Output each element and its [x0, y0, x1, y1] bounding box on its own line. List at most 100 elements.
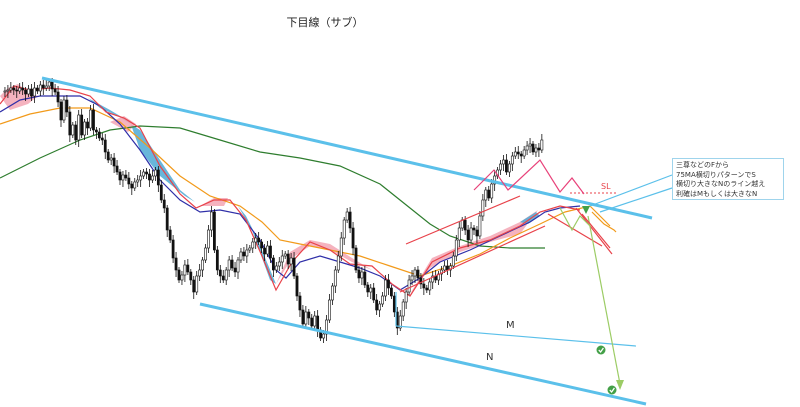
- candlestick-group: [3, 78, 544, 343]
- projection-orange: [591, 211, 617, 233]
- candle-body: [260, 241, 264, 249]
- candle-body: [428, 281, 432, 291]
- candle-body: [6, 89, 10, 92]
- candle-body: [236, 259, 240, 273]
- candle-body: [451, 255, 455, 267]
- candle-body: [339, 237, 343, 257]
- candle-body: [443, 265, 446, 271]
- candle-body: [151, 175, 154, 181]
- candle-body: [133, 181, 137, 189]
- candle-body: [522, 149, 526, 157]
- candle-body: [198, 269, 202, 277]
- candle-body: [180, 274, 184, 281]
- candle-body: [124, 174, 128, 179]
- candle-body: [100, 137, 104, 141]
- ma-mid-line: [0, 95, 581, 291]
- candle-body: [360, 271, 364, 279]
- ma-cloud-group: [0, 84, 540, 294]
- candle-body: [366, 284, 370, 293]
- candle-body: [130, 183, 134, 189]
- candle-body: [3, 90, 7, 93]
- down-arrow-icon: [582, 206, 590, 214]
- candle-body: [310, 317, 314, 327]
- candle-body: [407, 279, 411, 293]
- candle-body: [531, 143, 535, 153]
- candle-body: [218, 269, 222, 277]
- m-line-group: [395, 174, 673, 347]
- candle-body: [221, 275, 225, 281]
- candle-body: [354, 247, 358, 271]
- candle-body: [162, 199, 166, 209]
- candle-body: [505, 159, 508, 173]
- candle-body: [112, 157, 116, 167]
- candle-body: [280, 255, 284, 263]
- candle-body: [263, 247, 266, 255]
- candle-body: [375, 299, 379, 311]
- candle-body: [68, 111, 72, 136]
- candle-body: [345, 211, 349, 221]
- candle-body: [463, 219, 467, 231]
- candle-body: [92, 109, 95, 131]
- candle-body: [38, 84, 42, 92]
- candle-body: [204, 247, 207, 261]
- candle-body: [115, 165, 119, 173]
- projection-zigzag: [559, 207, 591, 232]
- cloud-bull-segment: [276, 240, 372, 284]
- candle-body: [139, 175, 143, 181]
- candle-body: [475, 229, 479, 237]
- ma-fast-line: [0, 85, 581, 297]
- candle-body: [469, 227, 473, 241]
- candle-body: [77, 114, 81, 141]
- candle-body: [292, 257, 296, 277]
- candle-body: [47, 81, 51, 87]
- candle-body: [431, 275, 435, 283]
- candle-body: [121, 174, 125, 181]
- candle-body: [266, 245, 269, 255]
- candle-body: [189, 271, 193, 281]
- candle-body: [493, 175, 497, 185]
- head-shoulders-zigzag: [473, 159, 585, 195]
- candle-body: [230, 259, 234, 269]
- candle-body: [510, 155, 514, 165]
- candle-body: [142, 171, 146, 177]
- candle-body: [425, 287, 429, 291]
- candle-body: [534, 147, 538, 153]
- candle-body: [322, 333, 325, 339]
- candle-body: [316, 315, 320, 331]
- candle-body: [248, 247, 252, 251]
- projection-group: [559, 207, 624, 390]
- candle-body: [156, 169, 160, 186]
- candle-body: [251, 241, 255, 249]
- candle-body: [392, 295, 396, 313]
- candle-body: [410, 275, 414, 281]
- candle-body: [9, 87, 13, 91]
- candle-body: [86, 121, 89, 129]
- candle-body: [15, 89, 19, 92]
- candle-body: [419, 277, 423, 285]
- channel-down-1: [575, 207, 613, 255]
- candle-body: [154, 169, 157, 177]
- chart-title: 下目線（サブ）: [286, 16, 364, 29]
- channel-lower: [399, 225, 546, 293]
- candle-body: [33, 87, 36, 97]
- candle-body: [227, 259, 231, 271]
- candle-body: [257, 237, 261, 243]
- candle-body: [171, 239, 175, 259]
- candle-body: [215, 249, 219, 271]
- candle-body: [103, 139, 107, 153]
- candle-body: [398, 315, 402, 329]
- candle-body: [466, 229, 470, 241]
- candle-body: [487, 189, 491, 199]
- candle-body: [351, 227, 355, 249]
- candle-body: [201, 259, 205, 271]
- m-line: [395, 325, 637, 347]
- candle-body: [304, 311, 308, 325]
- candle-body: [378, 303, 382, 311]
- candle-body: [71, 124, 75, 136]
- note-line: 横切り大きなNのライン越え: [676, 180, 766, 188]
- candle-body: [95, 129, 98, 133]
- candle-body: [502, 159, 505, 165]
- ma-75-line: [0, 107, 611, 277]
- candle-body: [540, 139, 544, 151]
- sl-label: SL: [601, 182, 611, 191]
